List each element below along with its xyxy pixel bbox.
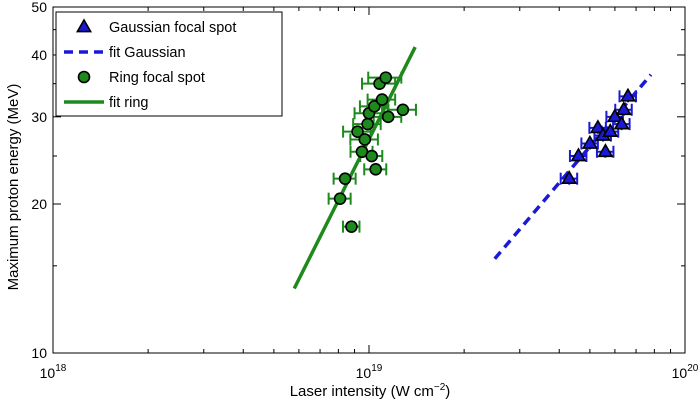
x-tick-base: 10 [672, 365, 688, 381]
gaussian-data-point [589, 119, 606, 134]
legend-label: fit ring [109, 95, 149, 111]
y-tick-label: 20 [31, 196, 47, 212]
x-axis-title: Laser intensity (W cm−2) [290, 382, 451, 400]
y-axis-title: Maximum proton energy (MeV) [5, 84, 22, 291]
x-tick-label: 1018 [40, 363, 67, 381]
x-tick-exponent: 18 [55, 363, 67, 374]
x-axis-title-main: Laser intensity (W cm [290, 383, 434, 400]
ring-data-point [396, 103, 410, 117]
ring-data-point [368, 100, 381, 113]
ring-data-point [375, 93, 389, 106]
ring-data-point [338, 172, 352, 185]
legend-label: Gaussian focal spot [109, 20, 236, 36]
ring-data-point [379, 71, 393, 84]
legend-label: fit Gaussian [109, 45, 186, 61]
legend-box [55, 11, 283, 117]
gaussian-data-point [570, 147, 587, 162]
x-tick-exponent: 19 [371, 363, 383, 374]
x-axis-title-exponent: −2 [434, 382, 446, 393]
gaussian-data-point [602, 123, 619, 138]
x-tick-label: 1019 [356, 363, 383, 381]
legend-triangle-icon [75, 18, 93, 33]
legend-circle-icon [77, 70, 91, 84]
ring-data-point [369, 163, 382, 176]
y-tick-label: 40 [31, 47, 47, 63]
gaussian-data-point [606, 108, 623, 123]
gaussian-data-point [597, 143, 614, 158]
gaussian-data-point [561, 170, 578, 185]
x-axis-title-close: ) [445, 383, 450, 400]
gaussian-data-point [581, 134, 598, 149]
y-tick-label: 30 [31, 109, 47, 125]
ring-data-point [333, 192, 347, 205]
legend-label: Ring focal spot [109, 70, 205, 86]
ring-data-point [345, 220, 358, 233]
ring-data-point [381, 110, 395, 124]
x-tick-label: 1020 [672, 363, 699, 381]
data-markers [333, 71, 637, 233]
x-tick-base: 10 [40, 365, 56, 381]
ring-data-point [365, 149, 379, 163]
gaussian-data-point [619, 87, 637, 102]
gaussian-data-point [615, 101, 632, 116]
legend: Gaussian focal spot fit Gaussian Ring foca… [55, 11, 283, 117]
y-tick-label: 50 [31, 0, 47, 15]
x-tick-exponent: 20 [687, 363, 699, 374]
gaussian-data-point [613, 115, 630, 130]
ring-data-point [351, 125, 364, 138]
ring-data-point [358, 133, 372, 146]
y-tick-label: 10 [31, 345, 47, 361]
x-tick-base: 10 [356, 365, 372, 381]
ring-data-point [361, 117, 374, 131]
